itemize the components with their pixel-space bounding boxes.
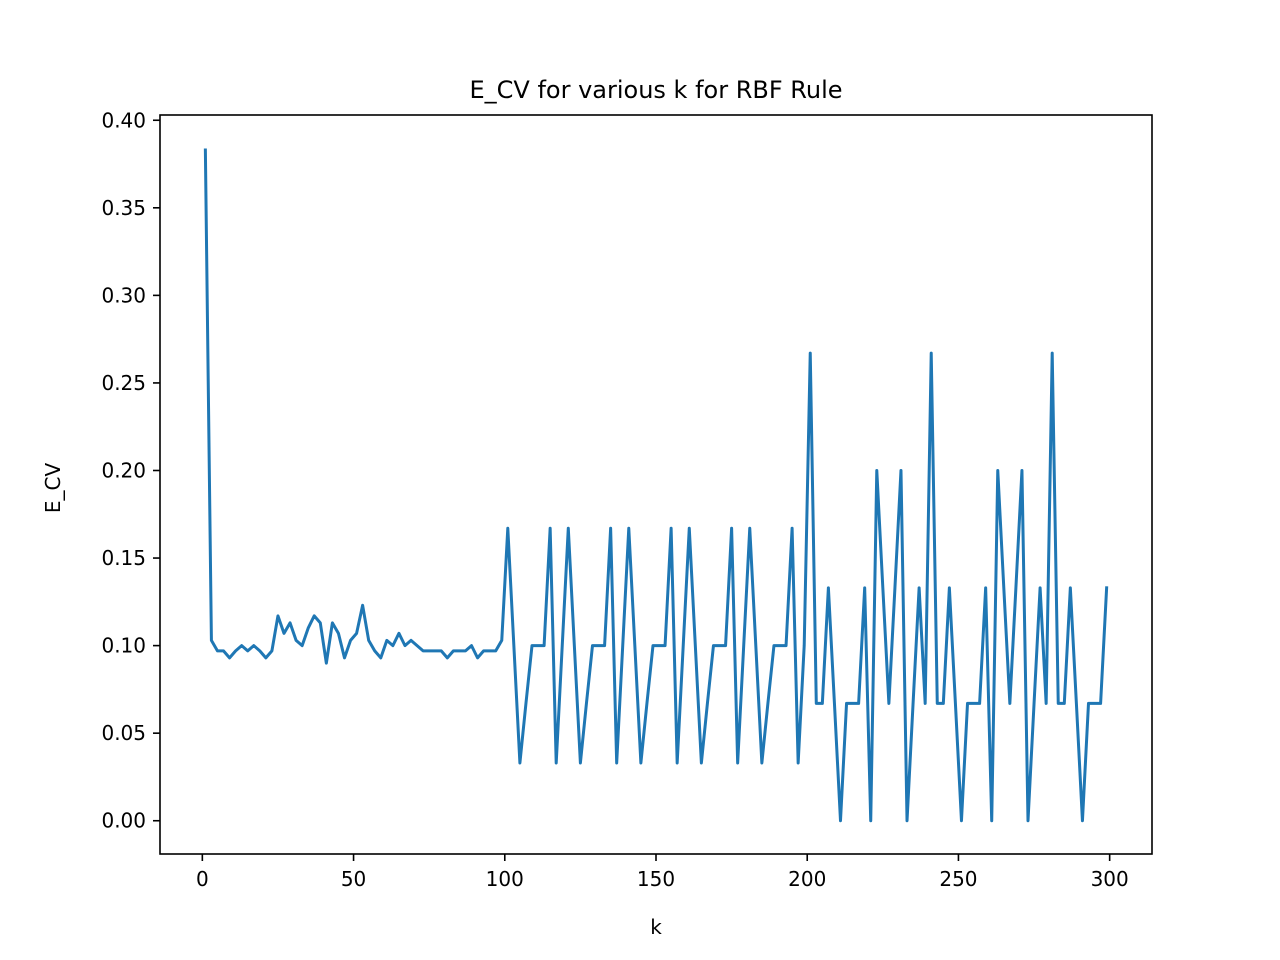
y-tick-label: 0.00 (101, 809, 146, 833)
x-tick-label: 200 (788, 867, 826, 891)
x-tick-label: 0 (196, 867, 209, 891)
y-tick-label: 0.35 (101, 196, 146, 220)
y-tick-label: 0.25 (101, 371, 146, 395)
x-axis-title: k (650, 915, 662, 939)
y-axis: 0.00 0.05 0.10 0.15 0.20 0.25 0.30 0.35 0.40 (101, 108, 160, 833)
series-layer (203, 148, 1109, 823)
y-tick-label: 0.15 (101, 546, 146, 570)
series-line (203, 148, 1109, 823)
y-tick-label: 0.05 (101, 721, 146, 745)
x-tick-label: 300 (1091, 867, 1129, 891)
y-tick-label: 0.30 (101, 283, 146, 307)
x-tick-label: 150 (637, 867, 675, 891)
y-axis-title: E_CV (41, 463, 65, 514)
chart-title: E_CV for various k for RBF Rule (469, 76, 842, 104)
plot-area: 0 50 100 150 200 250 300 0.000.050.100.150.200… (101, 108, 1153, 891)
x-axis: 0 50 100 150 200 250 300 (196, 854, 1129, 891)
axes-frame (159, 114, 1153, 855)
x-tick-label: 50 (341, 867, 366, 891)
x-tick-label: 100 (486, 867, 524, 891)
y-tick-label: 0.40 (101, 108, 146, 132)
y-tick-label: 0.20 (101, 458, 146, 482)
x-tick-label: 250 (939, 867, 977, 891)
y-tick-label: 0.10 (101, 634, 146, 658)
